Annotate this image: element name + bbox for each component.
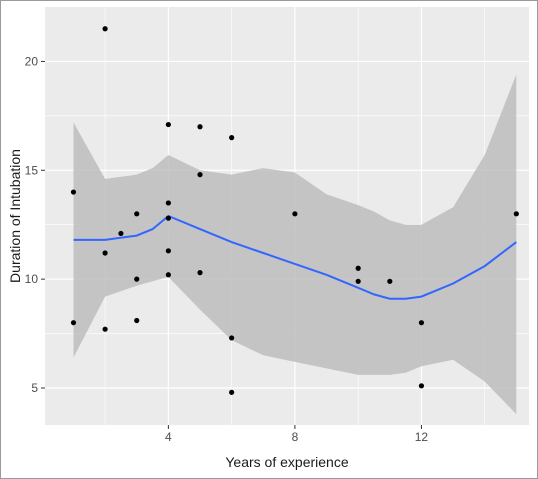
data-point (165, 248, 171, 254)
x-tick-label: 4 (165, 430, 172, 444)
y-tick-label: 5 (31, 381, 38, 395)
y-tick-label: 20 (25, 54, 39, 68)
data-point (229, 135, 235, 141)
data-point (197, 172, 203, 178)
data-point (197, 270, 203, 276)
data-point (165, 272, 171, 278)
data-point (165, 200, 171, 206)
y-tick-label: 15 (25, 163, 39, 177)
data-point (229, 335, 235, 341)
x-axis-title: Years of experience (225, 454, 348, 470)
data-point (102, 250, 108, 256)
data-point (229, 389, 235, 395)
y-axis-title: Duration of Intubation (7, 149, 23, 283)
smooth-line (73, 214, 517, 300)
data-point (418, 383, 425, 389)
x-tick-label: 12 (415, 430, 429, 444)
data-point (102, 326, 108, 332)
data-point (165, 121, 171, 128)
data-point (102, 26, 108, 32)
data-point (134, 211, 140, 217)
data-point (355, 278, 361, 284)
data-point (513, 211, 519, 217)
data-point (387, 278, 393, 284)
data-point (70, 320, 77, 326)
confidence-band (73, 74, 517, 415)
y-tick-label: 10 (25, 272, 39, 286)
data-points (70, 26, 519, 395)
data-point (197, 124, 203, 130)
axis-tick-labels: 4 8 12 5 10 15 20 (25, 54, 429, 444)
axis-ticks (41, 60, 422, 429)
x-tick-label: 8 (292, 430, 299, 444)
data-point (355, 265, 361, 271)
data-point (134, 317, 140, 324)
data-point (418, 320, 425, 326)
data-point (118, 230, 124, 237)
data-point (165, 215, 171, 221)
data-point (70, 189, 77, 195)
data-point (292, 211, 298, 217)
data-point (134, 276, 140, 282)
